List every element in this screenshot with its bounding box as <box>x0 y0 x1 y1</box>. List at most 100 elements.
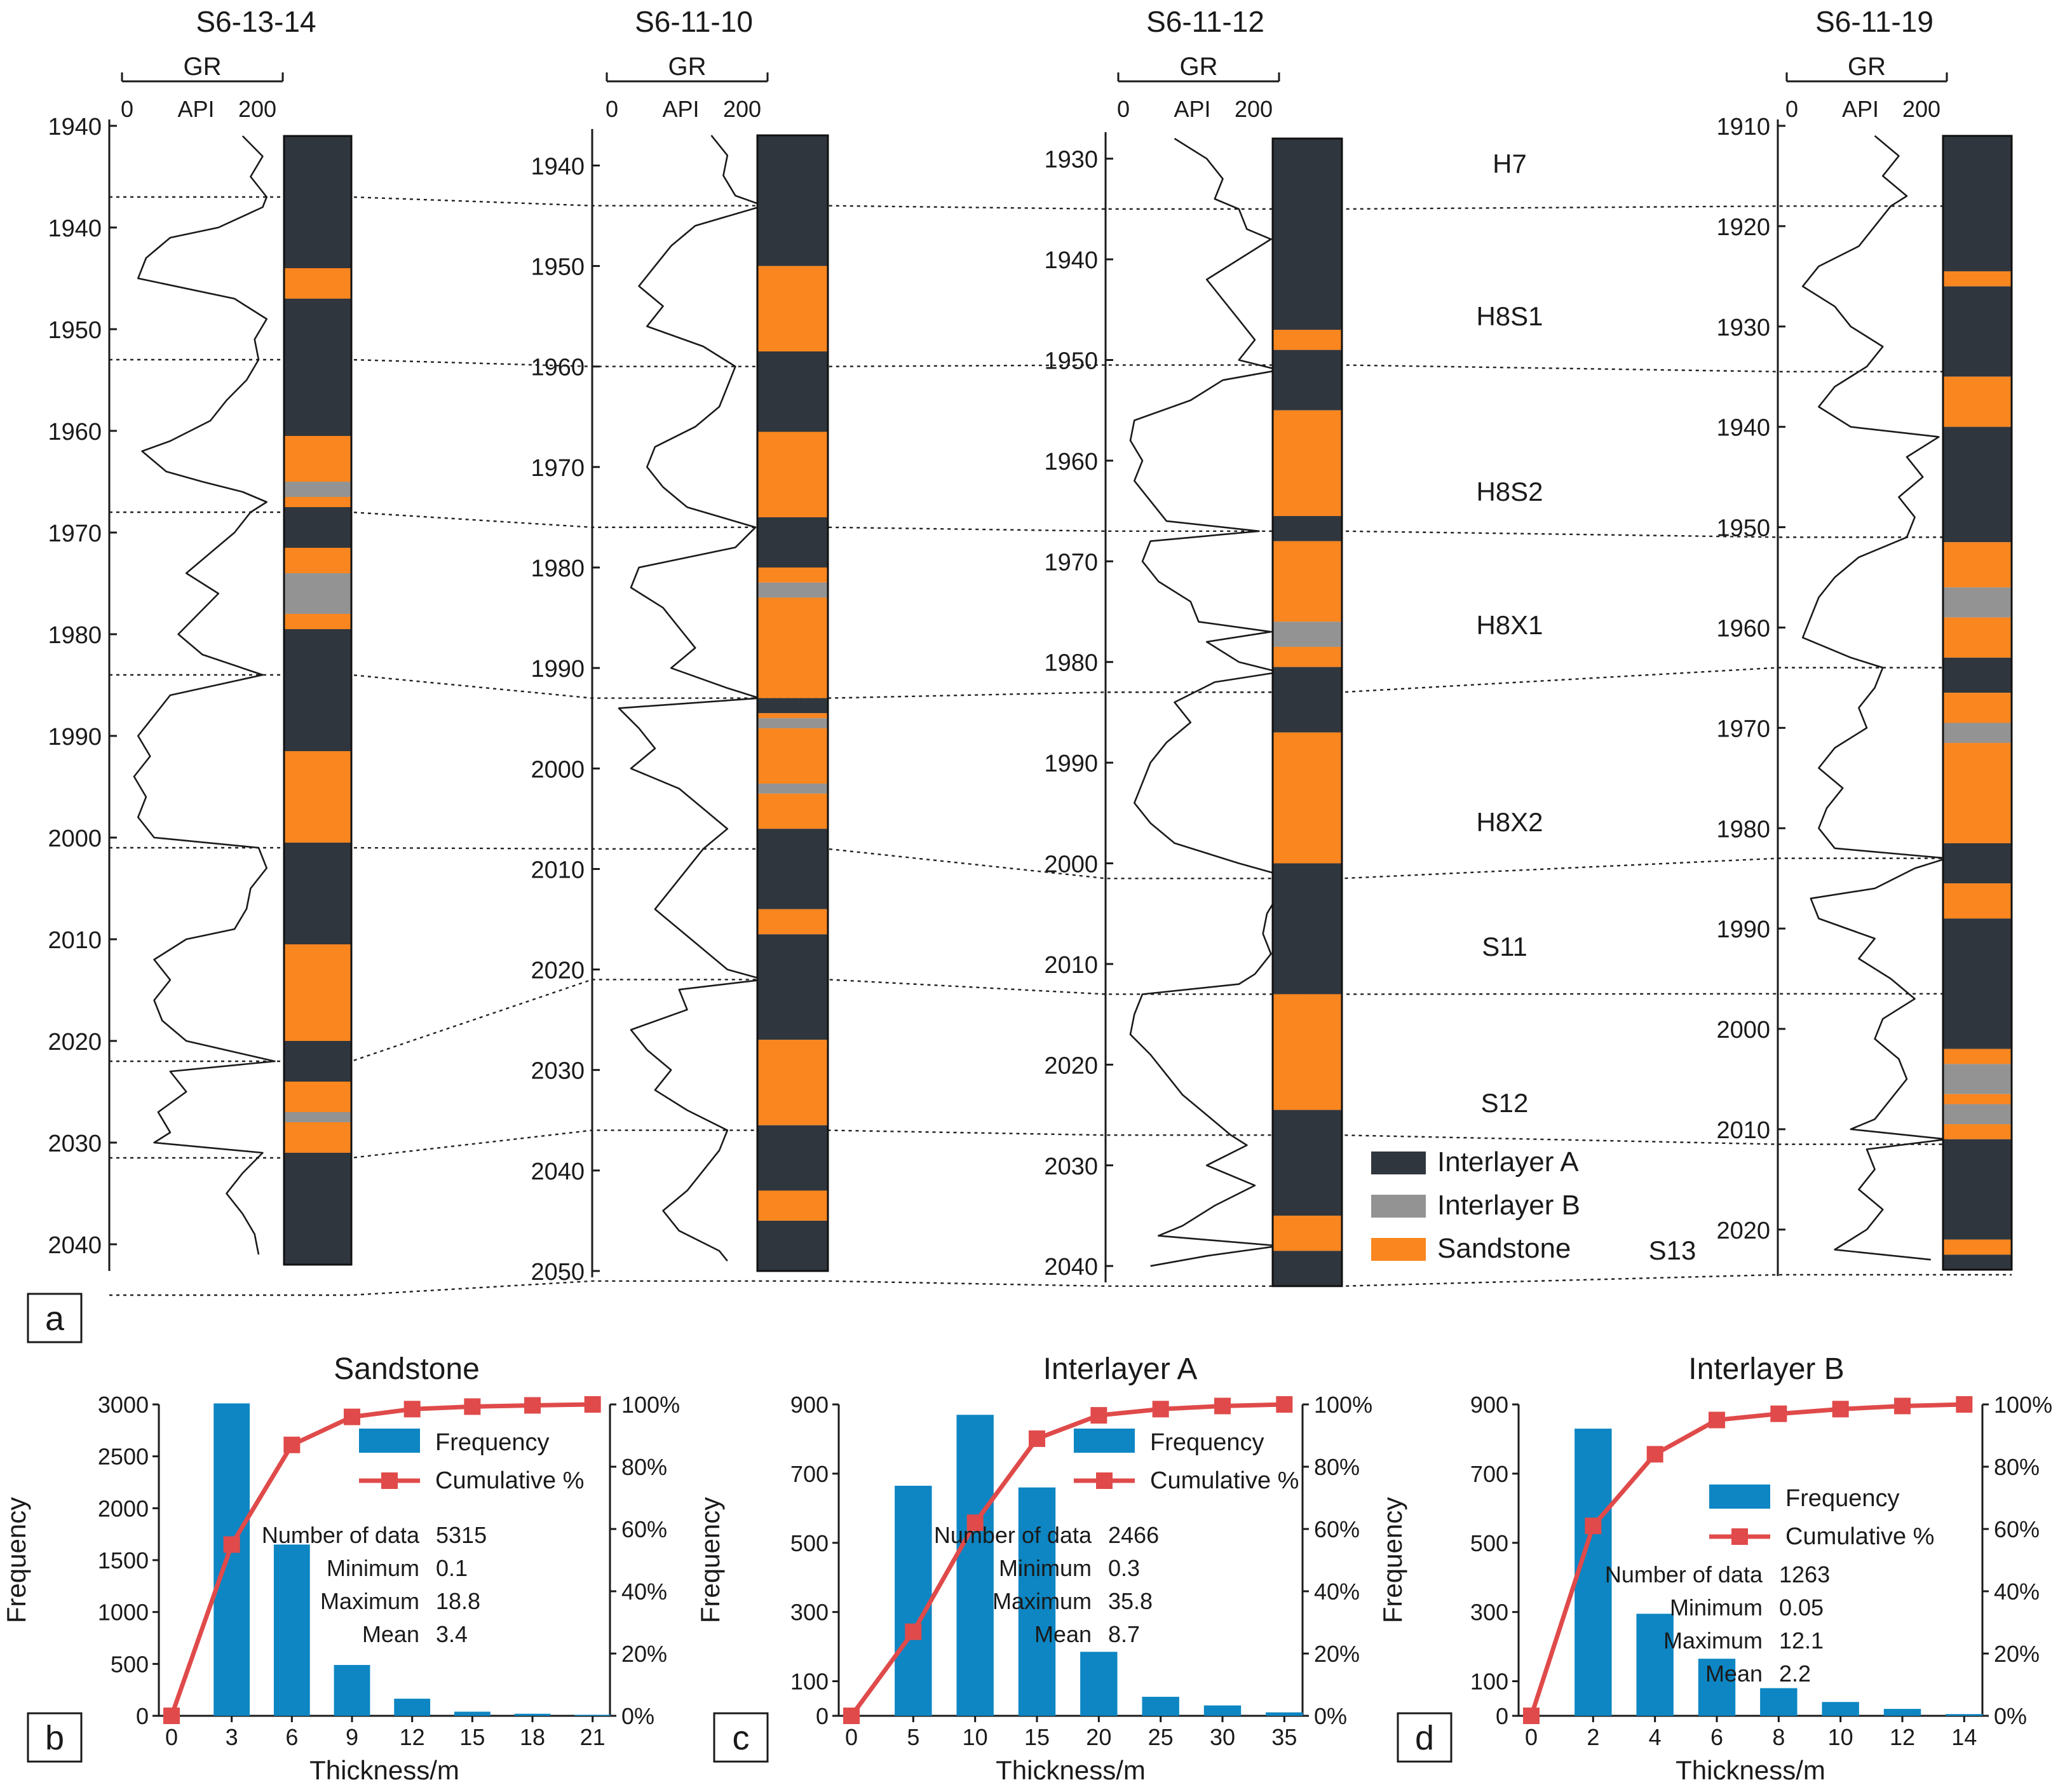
y-tick-label: 0 <box>1496 1703 1508 1729</box>
legend-swatch-cumulative-marker <box>1731 1528 1748 1545</box>
depth-tick-label: 1970 <box>48 520 102 547</box>
x-axis-label: Thickness/m <box>1676 1755 1825 1785</box>
histogram-d: Interlayer B01003005007009000%20%40%60%8… <box>1378 1352 2052 1785</box>
x-tick-label: 12 <box>1890 1724 1915 1750</box>
stat-label: Maximum <box>992 1588 1092 1614</box>
lithology-interlayer_a <box>1273 139 1342 330</box>
lithology-sandstone <box>757 793 828 829</box>
panel-labels: a b c d <box>27 1293 1452 1763</box>
stat-label: Number of data <box>1605 1561 1763 1587</box>
depth-tick-label: 1940 <box>1716 415 1770 442</box>
lithology-sandstone <box>1943 1094 2012 1104</box>
lithology-interlayer_b <box>757 784 828 794</box>
depth-tick-label: 2020 <box>1044 1052 1098 1079</box>
depth-tick-label: 1960 <box>1716 615 1770 642</box>
column-outline <box>1271 137 1343 1288</box>
x-tick-label: 0 <box>1525 1724 1538 1750</box>
lithology-sandstone <box>284 1082 351 1112</box>
zone-boundary-line <box>109 196 2012 210</box>
lithology-interlayer_a <box>1273 863 1342 995</box>
cumulative-line <box>1529 1402 1965 1717</box>
lithology-interlayer_a <box>757 698 828 714</box>
legend-swatch-cumulative-marker <box>381 1472 398 1489</box>
stat-value: 12.1 <box>1779 1627 1824 1654</box>
legend-label-frequency: Frequency <box>1785 1485 1900 1512</box>
depth-tick-label: 1960 <box>1044 449 1098 475</box>
lithology-column <box>1942 135 2013 1271</box>
depth-tick-label: 2040 <box>48 1232 102 1259</box>
lithology-interlayer_a <box>1273 350 1342 411</box>
legend-label-cumulative: Cumulative % <box>1785 1523 1934 1550</box>
cumulative-line <box>850 1402 1285 1718</box>
lithology-interlayer_a <box>284 1153 351 1265</box>
depth-tick-label: 2030 <box>531 1058 585 1085</box>
lithology-sandstone <box>1273 646 1342 667</box>
lithology-interlayer_a <box>757 517 828 568</box>
well-name: S6-11-12 <box>1146 5 1264 38</box>
legend-label-interlayer-a: Interlayer A <box>1437 1146 1579 1178</box>
depth-tick-label: 1970 <box>1716 716 1770 742</box>
stat-label: Mean <box>1034 1621 1092 1647</box>
frequency-bar <box>956 1415 994 1716</box>
legend-swatch-frequency <box>1074 1429 1135 1453</box>
y2-tick-label: 0% <box>1314 1703 1347 1729</box>
lithology-sandstone <box>1943 1049 2012 1064</box>
lithology-interlayer_a <box>284 507 351 548</box>
stat-value: 0.05 <box>1779 1594 1824 1621</box>
y-tick-label: 900 <box>1470 1392 1508 1418</box>
lithology-sandstone <box>1273 410 1342 517</box>
zone-label: H8S2 <box>1476 477 1543 506</box>
depth-tick-label: 2030 <box>1044 1153 1098 1180</box>
y-axis-label: Frequency <box>1378 1497 1407 1623</box>
y-tick-label: 2000 <box>98 1495 149 1521</box>
zone-boundary-line <box>109 1129 2012 1159</box>
y2-tick-label: 60% <box>1314 1516 1360 1542</box>
gr-max: 200 <box>723 96 761 122</box>
cumulative-point <box>1956 1396 1973 1413</box>
cumulative-point <box>464 1398 481 1415</box>
lithology-sandstone <box>757 567 828 583</box>
depth-tick-label: 2040 <box>1044 1254 1098 1281</box>
cumulative-point <box>1832 1401 1849 1418</box>
lithology-interlayer_a <box>1943 1254 2012 1270</box>
cumulative-line <box>169 1402 593 1717</box>
lithology-interlayer_a <box>757 351 828 432</box>
frequency-bar <box>273 1544 310 1716</box>
lithology-interlayer_a <box>1273 667 1342 733</box>
lithology-column <box>1271 137 1343 1288</box>
x-tick-label: 6 <box>285 1724 298 1750</box>
depth-tick-label: 2010 <box>48 927 102 954</box>
y-tick-label: 500 <box>1470 1530 1508 1556</box>
stat-label: Minimum <box>327 1555 419 1581</box>
frequency-bar <box>1946 1714 1983 1716</box>
panel-label-b: b <box>45 1719 64 1757</box>
stat-value: 18.8 <box>436 1588 480 1614</box>
depth-tick-label: 2000 <box>1716 1017 1770 1043</box>
lithology-sandstone <box>757 431 828 517</box>
x-tick-label: 5 <box>907 1724 919 1750</box>
cumulative-point <box>1585 1518 1602 1535</box>
stat-label: Mean <box>1705 1661 1763 1687</box>
legend-label-frequency: Frequency <box>435 1429 550 1456</box>
lithology-sandstone <box>1273 732 1342 864</box>
x-tick-label: 14 <box>1951 1724 1977 1750</box>
cumulative-point <box>344 1408 360 1425</box>
depth-tick-label: 2040 <box>531 1158 585 1185</box>
depth-tick-label: 1980 <box>1716 816 1770 843</box>
y2-tick-label: 20% <box>1994 1641 2040 1667</box>
lithology-column <box>283 135 353 1266</box>
x-tick-label: 0 <box>165 1724 178 1750</box>
x-tick-label: 25 <box>1148 1724 1174 1750</box>
lithology-sandstone <box>1273 329 1342 350</box>
lithology-interlayer_a <box>757 135 828 266</box>
panel-label-d: d <box>1415 1719 1434 1757</box>
depth-tick-label: 1920 <box>1716 214 1770 241</box>
frequency-bar <box>454 1711 491 1716</box>
panel-label-box-a <box>27 1293 83 1343</box>
depth-tick-label: 1960 <box>48 419 102 445</box>
depth-tick-label: 2000 <box>531 756 585 783</box>
x-tick-label: 18 <box>520 1724 545 1750</box>
well-S6-13-14: S6-13-14 GR 0 API 200 1940 1940 1950 1960 1970 198… <box>48 5 353 1271</box>
lithology-interlayer_a <box>1943 918 2012 1049</box>
zone-label: S11 <box>1482 932 1527 961</box>
